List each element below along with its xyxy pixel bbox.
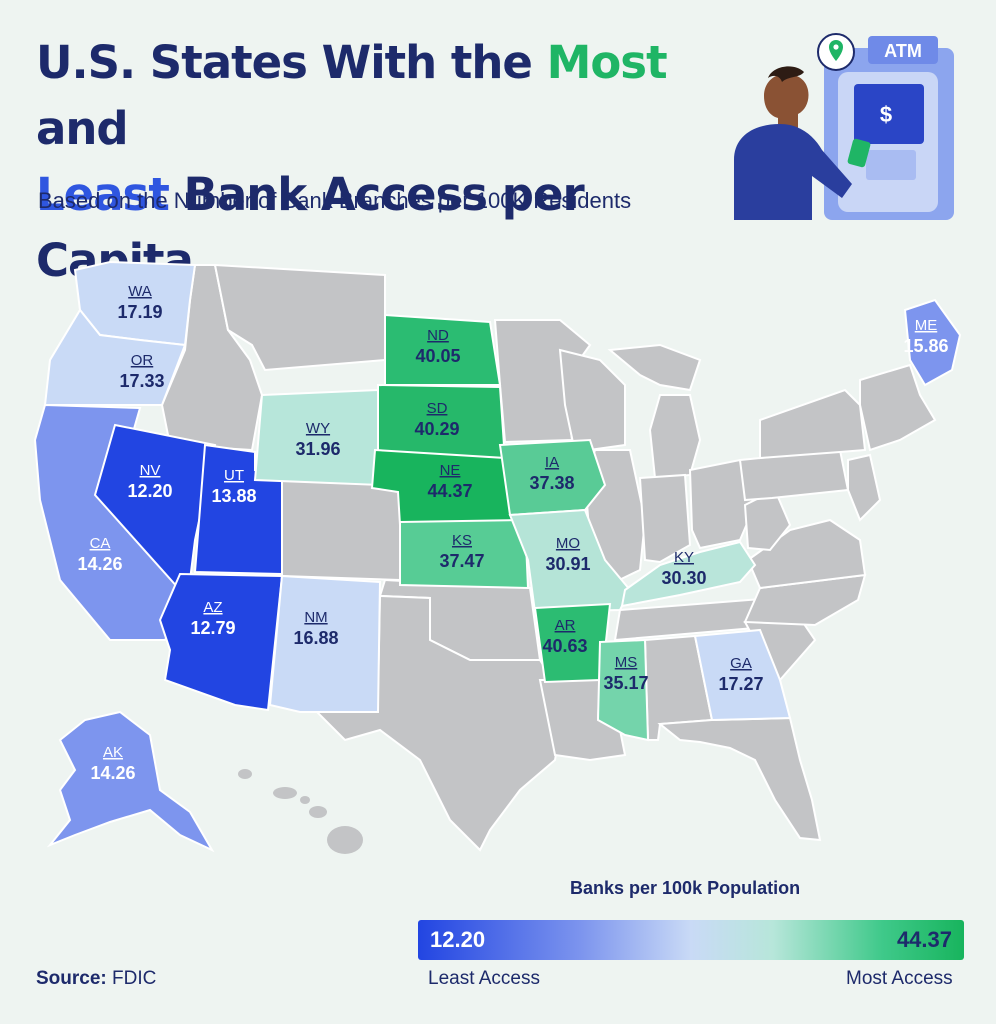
state-value-ak: 14.26 [90, 763, 135, 783]
legend-high-label: Most Access [846, 968, 953, 989]
state-nd [384, 313, 502, 386]
state-labels: WA 17.19 OR 17.33 CA 14.26 NV 12.20 UT 13.88 AZ 12.… [77, 283, 948, 783]
state-value-wa: 17.19 [117, 302, 162, 322]
state-value-ga: 17.27 [718, 674, 763, 694]
state-abbr-mo: MO [556, 535, 580, 552]
state-abbr-az: AZ [203, 599, 222, 616]
state-abbr-wy: WY [306, 420, 330, 437]
legend-min-value: 12.20 [430, 927, 486, 952]
state-abbr-wa: WA [128, 283, 152, 300]
state-ak [46, 710, 215, 853]
legend-title: Banks per 100k Population [570, 878, 801, 898]
state-ga [693, 628, 792, 722]
state-new-york [759, 388, 867, 460]
state-value-ks: 37.47 [439, 551, 484, 571]
state-abbr-ar: AR [555, 617, 576, 634]
state-value-me: 15.86 [903, 336, 948, 356]
state-pennsylvania [738, 448, 850, 502]
atm-illustration: ATM $ [734, 33, 954, 220]
state-abbr-ks: KS [452, 532, 472, 549]
other-states [160, 263, 937, 852]
state-value-ms: 35.17 [603, 673, 648, 693]
state-abbr-ga: GA [730, 655, 752, 672]
person-icon [734, 66, 852, 220]
state-abbr-sd: SD [427, 400, 448, 417]
title-text: U.S. States With the [36, 36, 547, 89]
state-value-ca: 14.26 [77, 554, 122, 574]
state-value-ut: 13.88 [211, 486, 256, 506]
atm-label: ATM [884, 41, 922, 61]
state-value-ky: 30.30 [661, 568, 706, 588]
state-wy [253, 388, 382, 487]
us-map: WA 17.19 OR 17.33 CA 14.26 NV 12.20 UT 13.88 AZ 12.… [33, 260, 962, 854]
state-ks [399, 518, 530, 590]
state-value-wy: 31.96 [295, 439, 340, 459]
source-label: Source: [36, 968, 107, 989]
state-value-ar: 40.63 [542, 636, 587, 656]
dollar-sign: $ [880, 102, 892, 127]
legend-max-value: 44.37 [896, 927, 952, 952]
state-abbr-ca: CA [90, 535, 111, 552]
state-abbr-ne: NE [440, 462, 461, 479]
atm-icon: ATM $ [824, 36, 954, 220]
page-title: U.S. States With the Most and Least Bank… [36, 30, 736, 294]
state-me [903, 298, 962, 387]
state-value-nd: 40.05 [415, 346, 460, 366]
legend-low-label: Least Access [428, 968, 540, 989]
state-mid-atlantic [847, 453, 882, 522]
source-value: FDIC [112, 968, 157, 989]
state-wisconsin [558, 348, 626, 454]
legend-color-scale: 12.20 44.37 [418, 920, 964, 960]
state-value-az: 12.79 [190, 618, 235, 638]
state-value-ne: 44.37 [427, 481, 472, 501]
state-value-nv: 12.20 [127, 481, 172, 501]
state-florida [657, 716, 822, 842]
state-abbr-or: OR [131, 352, 154, 369]
state-abbr-me: ME [915, 317, 938, 334]
state-ky [620, 540, 757, 608]
state-abbr-nd: ND [427, 327, 449, 344]
state-abbr-ky: KY [674, 549, 694, 566]
state-hi [238, 769, 363, 854]
state-az [158, 572, 284, 712]
subtitle: Based on the Number of Bank Branches per… [38, 188, 632, 213]
state-ms [596, 638, 650, 742]
state-value-mo: 30.91 [545, 554, 590, 574]
state-ia [498, 438, 607, 517]
title-most: Most [546, 36, 668, 89]
state-virginia [746, 518, 867, 590]
state-abbr-ia: IA [545, 454, 559, 471]
state-abbr-ak: AK [103, 744, 123, 761]
state-abbr-ut: UT [224, 467, 244, 484]
location-pin-icon [817, 33, 855, 71]
source-note: Source: FDIC [36, 968, 156, 990]
state-new-england [859, 363, 937, 452]
title-text: and [36, 102, 129, 155]
state-value-nm: 16.88 [293, 628, 338, 648]
state-value-sd: 40.29 [414, 419, 459, 439]
state-abbr-nm: NM [304, 609, 327, 626]
title-least: Least [36, 168, 170, 221]
state-nm [268, 574, 382, 713]
state-abbr-ms: MS [615, 654, 638, 671]
title-text: Bank Access per Capita [36, 168, 585, 287]
state-indiana [638, 473, 692, 564]
state-montana [213, 263, 386, 372]
state-abbr-nv: NV [140, 462, 161, 479]
state-value-or: 17.33 [119, 371, 164, 391]
credit-card-icon [847, 138, 871, 168]
state-value-ia: 37.38 [529, 473, 574, 493]
state-or [43, 308, 187, 406]
